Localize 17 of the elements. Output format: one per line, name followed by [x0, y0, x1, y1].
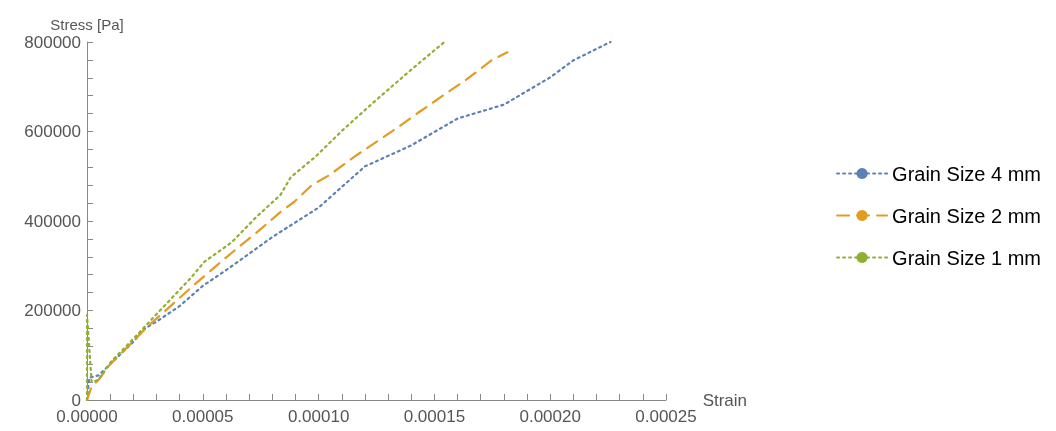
x-tick-label: 0.00005 [172, 407, 234, 426]
legend-label: Grain Size 4 mm [892, 162, 1042, 185]
line-series [85, 51, 509, 402]
y-axis-title: Stress [Pa] [50, 16, 124, 33]
y-tick-label: 600000 [24, 122, 81, 141]
y-tick-label: 800000 [24, 32, 81, 52]
y-tick-label: 400000 [24, 211, 81, 231]
legend-label: Grain Size 2 mm [892, 204, 1042, 227]
x-tick-label: 0.00010 [287, 407, 350, 426]
legend-label: Grain Size 1 mm [892, 246, 1042, 269]
y-tick-label: 0 [71, 390, 81, 410]
x-tick-label: 0.00020 [519, 407, 581, 426]
x-tick-label: 0.00025 [635, 407, 697, 426]
x-tick-label: 0.00000 [56, 407, 118, 426]
x-tick-label: 0.00015 [403, 407, 466, 426]
x-axis-title: Strain [702, 390, 748, 410]
y-tick-label: 200000 [24, 301, 81, 320]
